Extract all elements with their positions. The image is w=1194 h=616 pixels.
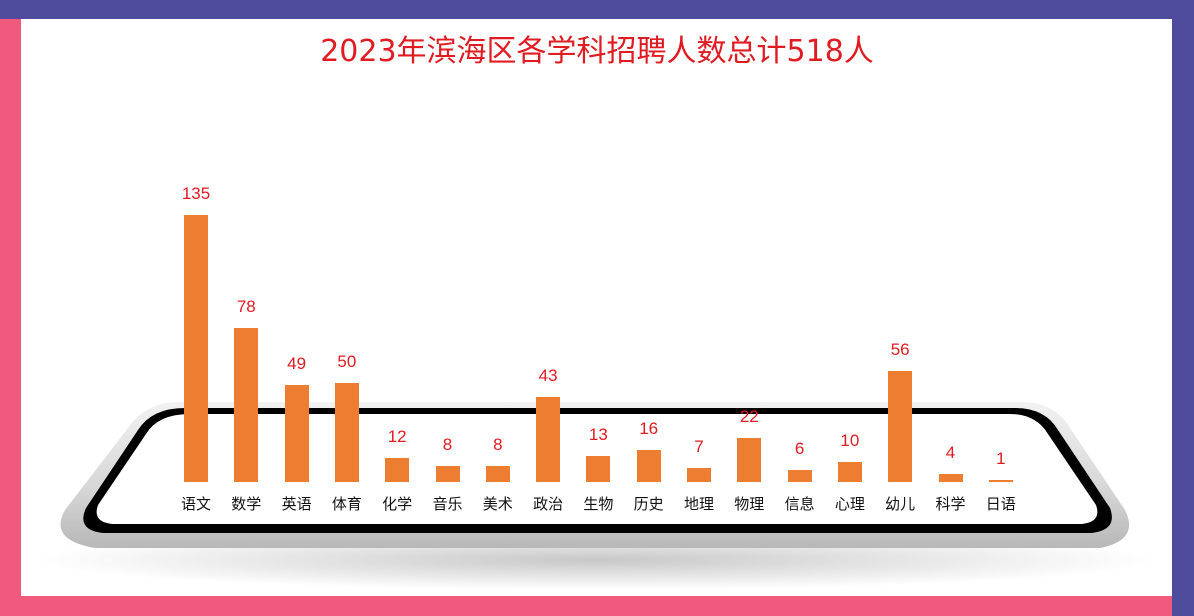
frame-top-border (0, 0, 1194, 19)
frame-bottom-border (0, 596, 1172, 616)
category-label: 语文 (180, 495, 211, 513)
data-label: 50 (337, 352, 357, 371)
bar (234, 327, 259, 482)
data-label: 16 (639, 419, 659, 439)
data-label: 56 (890, 340, 910, 360)
data-label: 135 (181, 183, 211, 203)
bar (435, 466, 460, 482)
category-label: 心理 (834, 495, 865, 513)
frame-left-border (0, 19, 21, 616)
bar (938, 474, 963, 482)
bar (837, 462, 862, 482)
bar (485, 466, 510, 482)
category-label: 信息 (784, 495, 815, 513)
bar (284, 384, 309, 482)
bar (536, 396, 561, 482)
data-label: 7 (694, 437, 704, 457)
bar (888, 371, 913, 482)
data-label: 12 (387, 427, 407, 447)
category-label: 幼儿 (885, 495, 916, 513)
bar (737, 438, 762, 482)
chart-title: 2023年滨海区各学科招聘人数总计518人 (320, 34, 874, 69)
category-label: 体育 (331, 495, 362, 513)
frame-right-border (1172, 19, 1194, 616)
data-label: 1 (996, 449, 1006, 468)
category-label: 音乐 (432, 495, 463, 513)
category-label: 数学 (231, 495, 262, 513)
category-label: 政治 (533, 495, 564, 513)
category-label: 英语 (281, 495, 312, 513)
data-label: 13 (588, 425, 608, 445)
data-label: 6 (794, 439, 805, 459)
bar (787, 470, 812, 482)
data-label: 8 (442, 435, 453, 455)
bar (586, 456, 611, 482)
bar (385, 458, 410, 482)
data-label: 43 (538, 365, 558, 385)
category-label: 日语 (985, 495, 1016, 513)
category-label: 美术 (482, 495, 513, 513)
category-label: 科学 (935, 495, 966, 513)
category-label: 地理 (683, 495, 714, 513)
category-label: 生物 (583, 495, 614, 513)
category-label: 物理 (734, 495, 765, 513)
category-label: 化学 (382, 495, 413, 513)
data-label: 49 (287, 353, 307, 373)
category-label: 历史 (633, 495, 664, 513)
bar (988, 480, 1013, 482)
data-label: 10 (840, 431, 860, 451)
bar (334, 383, 359, 482)
data-label: 78 (236, 296, 256, 316)
bar (184, 214, 208, 482)
bar (636, 450, 661, 482)
data-label: 8 (493, 435, 503, 455)
bar (687, 468, 711, 482)
data-label: 22 (739, 407, 759, 427)
data-label: 4 (945, 443, 956, 463)
